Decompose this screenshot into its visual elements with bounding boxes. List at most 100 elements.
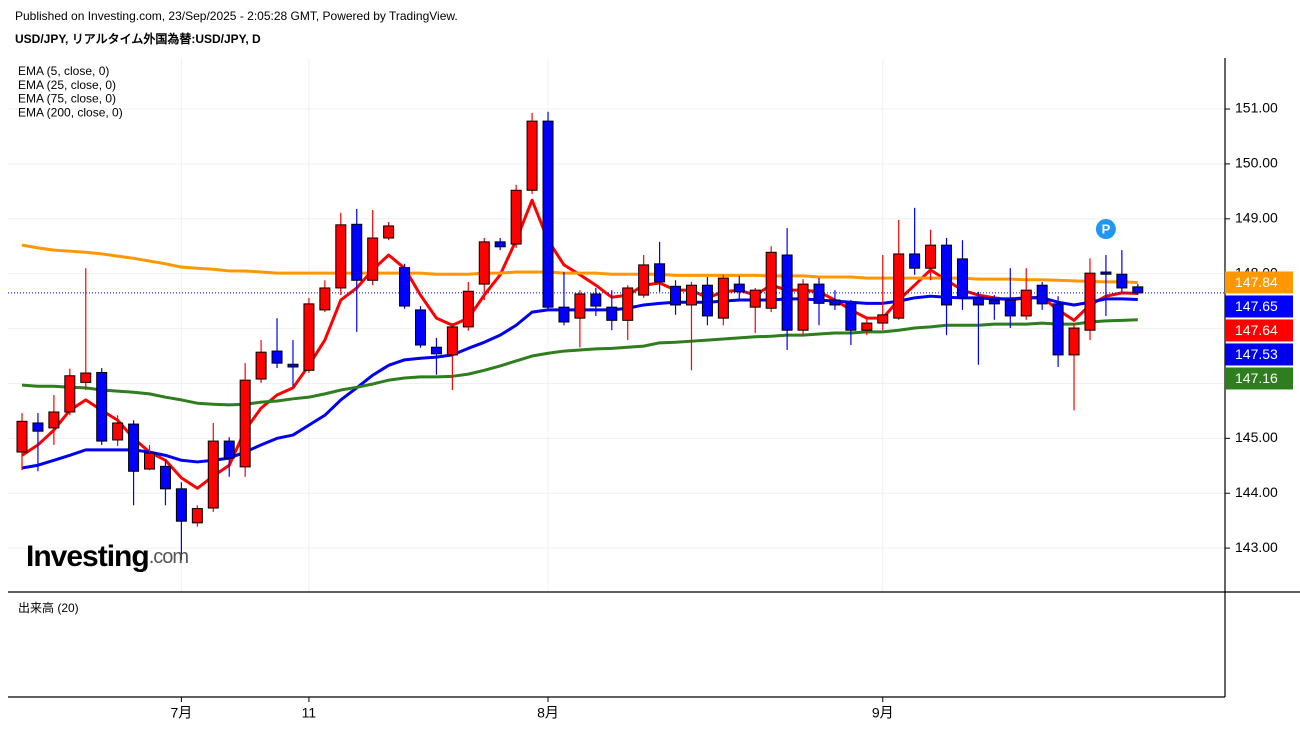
candle-body [494,241,506,248]
y-tick-label: 150.00 [1235,155,1278,171]
candle-body [526,120,538,191]
candle-body [287,363,299,368]
value-badge-label: 147.84 [1235,274,1278,290]
candle-body [64,375,76,413]
legend-entry: EMA (75, close, 0) [18,92,116,106]
candle-body [175,488,187,522]
candle-body [399,267,411,307]
candle-body [1020,289,1032,317]
candle-body [144,452,156,470]
candle-body [972,297,984,306]
candle-body [1132,286,1144,294]
candle-body [303,303,315,371]
volume-label: 出来高 (20) [18,600,79,615]
x-tick-label: 8月 [537,705,559,721]
marker-label: P [1102,221,1111,236]
indicators [8,198,1225,490]
candle-body [988,299,1000,305]
y-tick-label: 143.00 [1235,539,1278,555]
candle-body [383,225,395,239]
candle-body [574,293,586,319]
y-tick-label: 145.00 [1235,429,1278,445]
brand-suffix: .com [149,546,189,568]
value-badge [1225,271,1293,294]
candle-body [48,411,60,429]
y-tick-label: 144.00 [1235,484,1278,500]
candle-body [1068,327,1080,356]
candle-body [797,283,809,331]
candle-body [223,440,235,459]
value-badge [1225,295,1293,318]
published-note: Published on Investing.com, 23/Sep/2025 … [15,9,458,23]
legend: EMA (5, close, 0)EMA (25, close, 0)EMA (… [18,64,123,119]
x-tick-label: 11 [302,705,317,721]
candle-body [749,289,761,308]
candle-body [606,306,618,321]
x-tick-label: 7月 [171,705,193,721]
candle-body [893,253,905,319]
candles [16,111,1144,561]
candle-body [191,508,203,524]
candle-body [510,189,522,245]
candle-body [271,350,283,364]
value-badge-label: 147.53 [1235,346,1278,362]
candle-body [733,283,745,293]
candle-body [32,422,44,432]
candle-body [654,263,666,283]
candle-body [861,322,873,331]
y-tick-label: 149.00 [1235,210,1278,226]
candle-body [941,244,953,306]
candle-body [128,423,140,472]
candle-body [430,346,442,355]
candle-body [96,371,108,442]
x-tick-label: 9月 [872,705,894,721]
candle-body [446,326,458,356]
candle-body [1116,273,1128,289]
y-tick-label: 151.00 [1235,100,1278,116]
candle-body [909,253,921,269]
candle-body [956,258,968,299]
candle-body [829,299,841,306]
candle-body [1100,271,1112,275]
candle-body [335,224,347,289]
legend-entry: EMA (200, close, 0) [18,105,123,119]
value-badge [1225,367,1293,390]
candle-body [16,420,28,453]
candle-body [1004,299,1016,317]
candle-body [685,284,697,306]
candle-body [351,223,363,281]
candle-body [877,314,889,324]
candle-body [813,283,825,304]
candle-body [367,237,379,281]
candle-body [319,287,331,311]
candle-body [159,465,171,490]
candle-body [590,293,602,307]
value-badge-label: 147.16 [1235,370,1278,386]
value-badge [1225,319,1293,342]
candle-body [781,254,793,331]
candle-body [112,422,124,441]
candle-body [478,241,490,285]
candle-body [207,440,219,509]
legend-entry: EMA (25, close, 0) [18,78,116,92]
candle-body [845,302,857,331]
candle-body [638,264,650,296]
candle-body [765,251,777,309]
ema-line [21,318,1138,407]
value-badge-label: 147.64 [1235,322,1278,338]
brand-logo: Investing.com [26,540,188,573]
candle-body [925,244,937,269]
legend-entry: EMA (5, close, 0) [18,64,109,78]
candle-body [239,379,251,468]
candle-body [622,287,634,321]
candle-body [717,277,729,319]
candle-body [462,290,474,328]
candle-body [415,309,426,346]
candle-body [1084,272,1096,331]
grid: 143.00144.00145.00146.00147.00148.00149.… [8,58,1278,721]
candle-body [558,306,570,323]
candle-body [542,120,554,308]
value-badge [1225,343,1293,366]
candle-body [80,372,92,383]
